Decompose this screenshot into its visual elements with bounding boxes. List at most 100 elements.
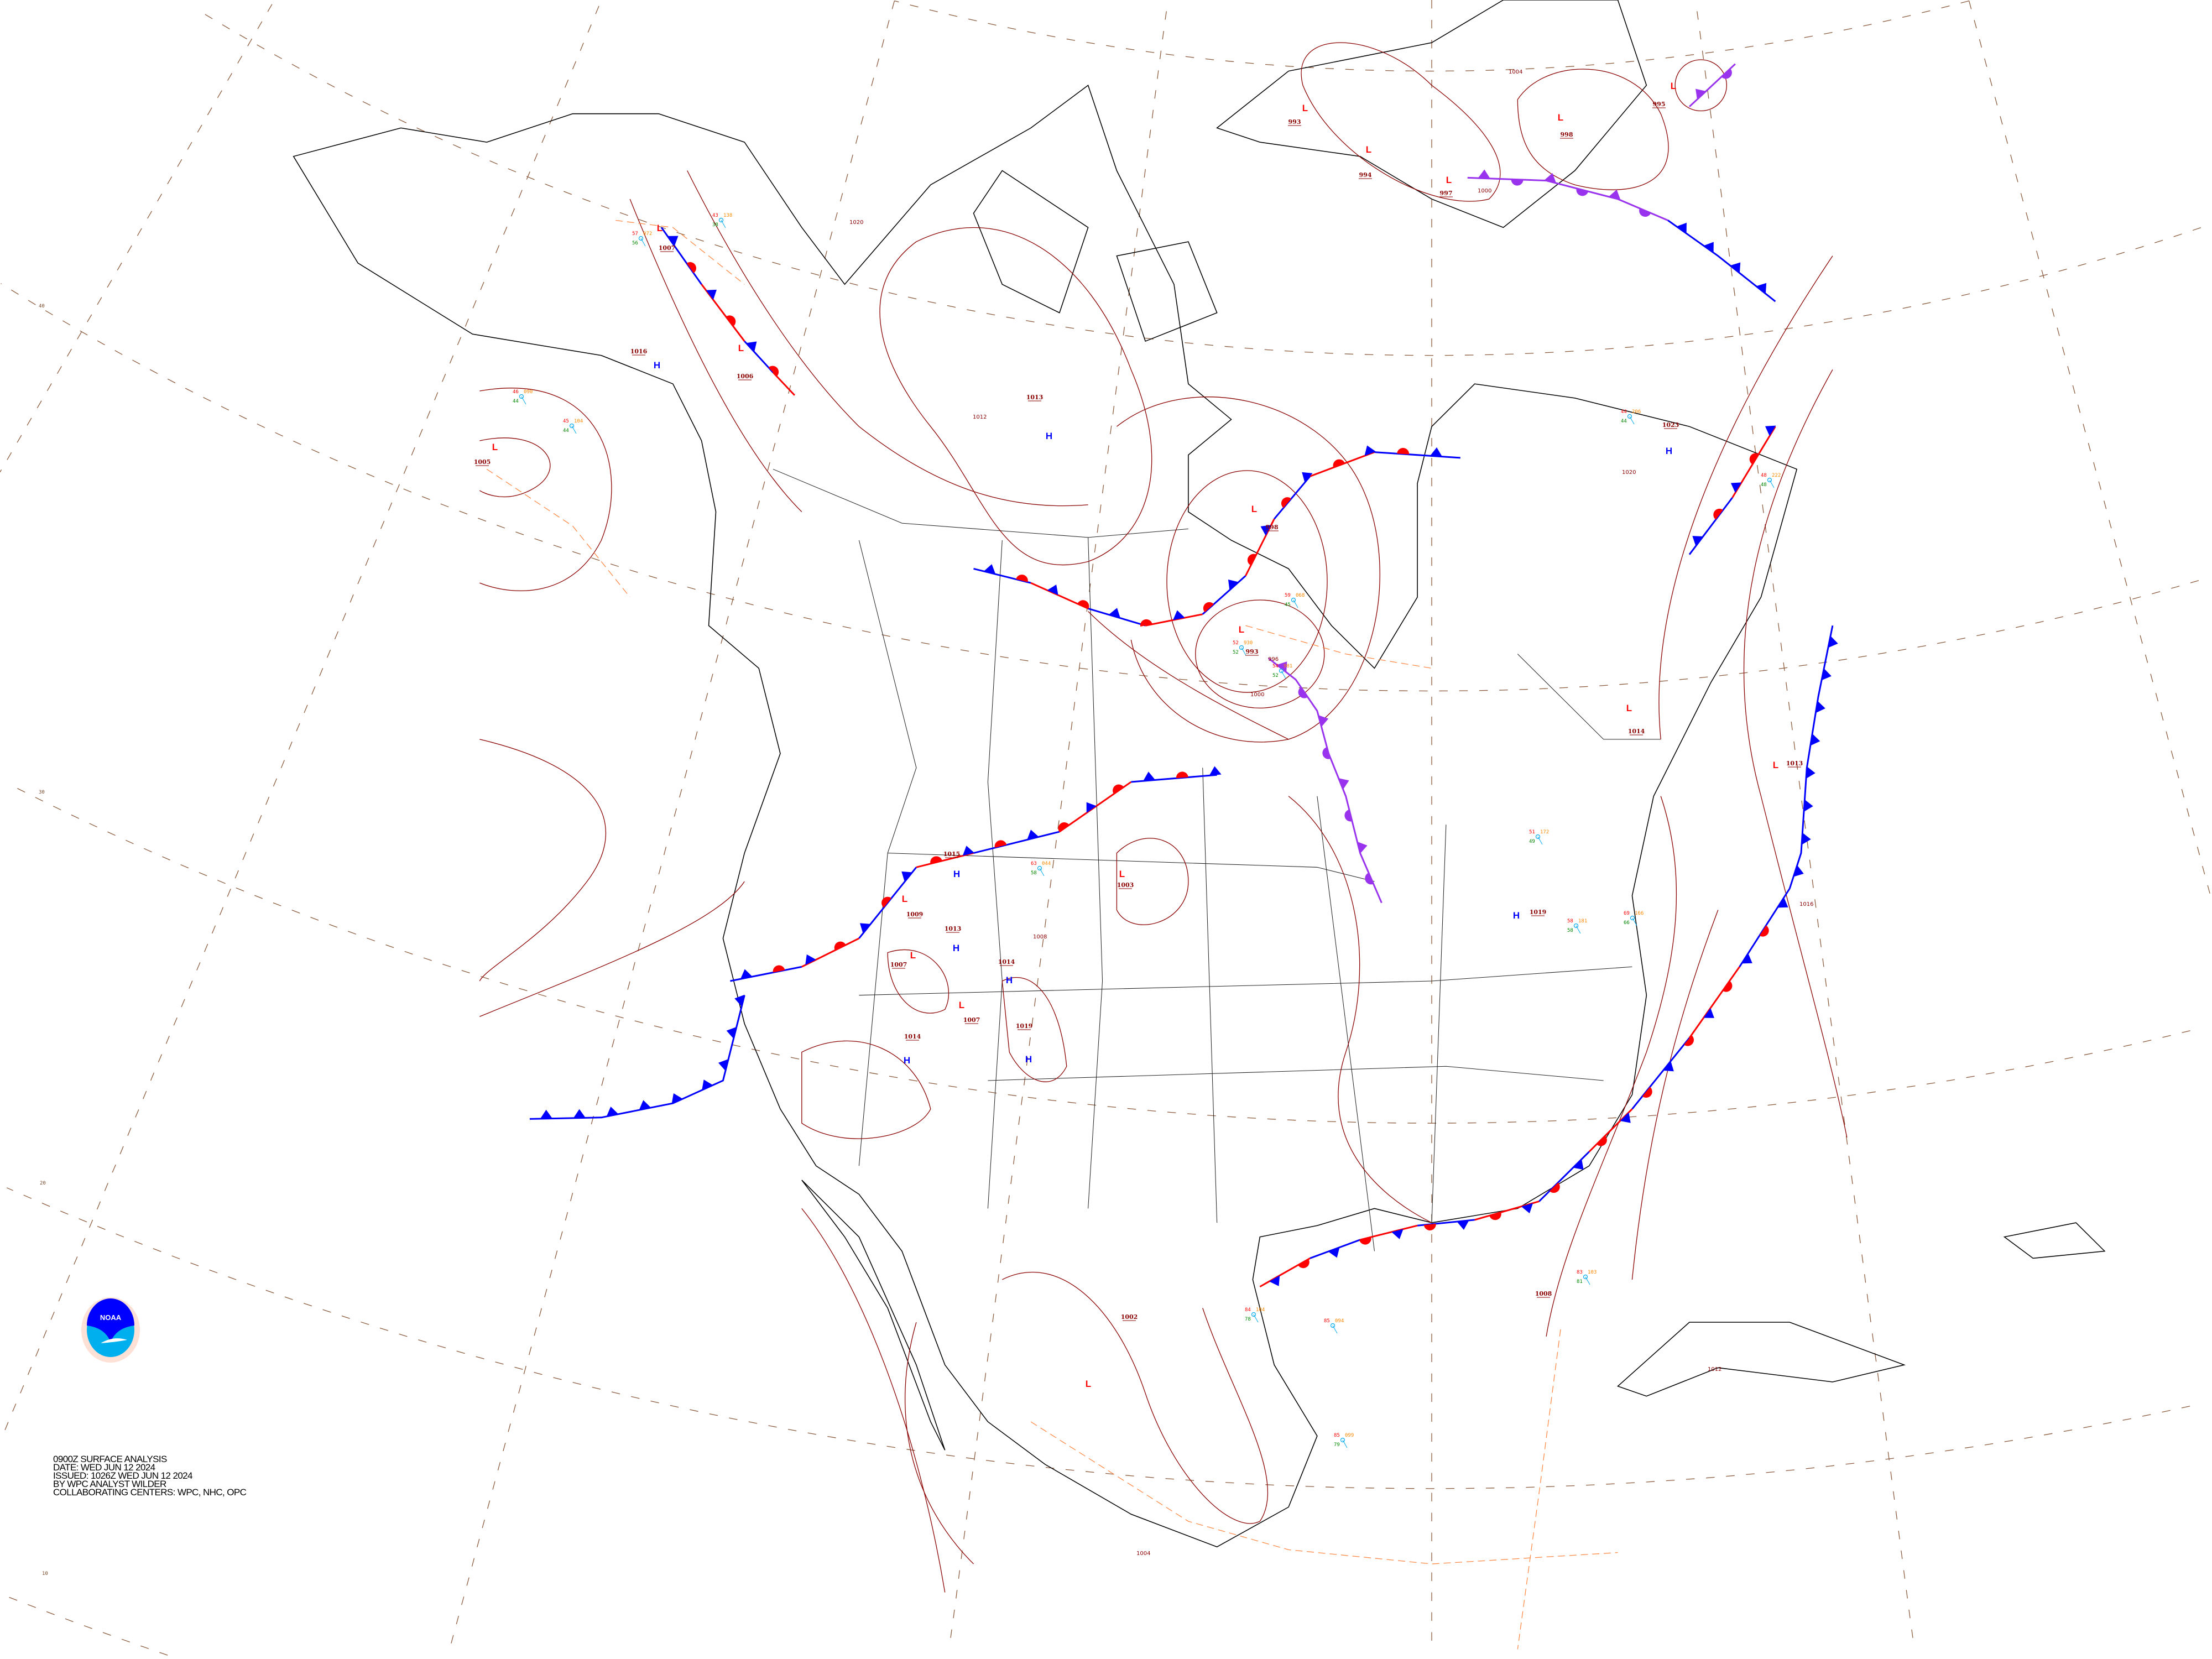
isobar xyxy=(1288,796,1432,1223)
fronts xyxy=(529,63,1838,1288)
front-triangle xyxy=(1391,1229,1404,1239)
front-semicircle xyxy=(1298,1259,1310,1269)
high-pressure-center: H xyxy=(953,943,959,953)
front-triangle xyxy=(702,1079,713,1091)
front-triangle xyxy=(1318,715,1329,727)
central-pressure-label: 1019 xyxy=(1530,909,1547,916)
station-temperature: 54 xyxy=(1272,664,1279,669)
central-pressure-label: 1014 xyxy=(998,958,1015,966)
low-pressure-center: L xyxy=(959,1000,964,1010)
stationary-front-segment xyxy=(1631,1037,1691,1110)
station-plot: 84 104 78 xyxy=(1245,1307,1265,1323)
front-triangle xyxy=(671,1093,683,1104)
front-semicircle xyxy=(1140,619,1152,627)
wind-barb-icon xyxy=(1629,416,1635,425)
central-pressure-label: 1009 xyxy=(906,911,924,918)
latitude-line xyxy=(894,0,1969,72)
issued-time: ISSUED: 1026Z WED JUN 12 2024 xyxy=(53,1470,192,1481)
front-triangle xyxy=(639,1100,651,1110)
stationary-front-segment xyxy=(1417,1219,1475,1227)
central-pressure-label: 995 xyxy=(1653,101,1666,108)
wind-barb-icon xyxy=(1632,917,1637,926)
front-triangle xyxy=(1815,701,1825,713)
isobar-labels: 1020 1012 1020 1016 1012 1004 1008 1000 996 1004 1… xyxy=(849,69,1813,1557)
isobar-label: 1020 xyxy=(849,220,863,226)
front-semicircle xyxy=(930,856,942,864)
analysis-date: DATE: WED JUN 12 2024 xyxy=(53,1462,155,1473)
high-pressure-center: H xyxy=(953,869,960,879)
front-semicircle xyxy=(1333,459,1345,468)
front-triangle xyxy=(667,236,679,246)
front-triangle xyxy=(1521,1203,1533,1214)
isobar xyxy=(1674,59,1727,112)
front-triangle xyxy=(573,1109,586,1118)
front-triangle xyxy=(1209,766,1222,776)
station-temperature: 84 xyxy=(1245,1307,1251,1313)
noaa-logo: NOAA xyxy=(81,1297,140,1363)
low-pressure-center: L xyxy=(1773,760,1778,770)
station-circle-icon xyxy=(638,236,644,241)
central-pressure-label: 1013 xyxy=(1026,394,1044,401)
wind-barb-icon xyxy=(640,238,646,247)
high-pressure-center: H xyxy=(1666,446,1672,456)
coastline xyxy=(293,85,1798,1548)
isobar xyxy=(479,881,745,1017)
front-triangle xyxy=(962,846,975,856)
central-pressure-label: 1013 xyxy=(1786,760,1803,767)
station-pressure: 099 xyxy=(1345,1433,1354,1438)
isobar xyxy=(1743,369,1848,1138)
front-triangle xyxy=(1741,953,1752,964)
station-pressure: 222 xyxy=(1772,473,1781,478)
station-circle-icon xyxy=(1767,477,1772,483)
front-semicircle xyxy=(1423,1223,1436,1230)
central-pressure-label: 1014 xyxy=(904,1033,921,1040)
station-dewpoint: 44 xyxy=(513,399,519,404)
front-semicircle xyxy=(1113,784,1124,794)
station-pressure: 090 xyxy=(524,389,533,395)
political-border xyxy=(988,1066,1604,1081)
political-border xyxy=(1431,825,1447,1223)
central-pressure-label: 1007 xyxy=(963,1016,980,1024)
isobar xyxy=(1517,69,1669,190)
central-pressure-label: 1023 xyxy=(1662,421,1679,429)
front-semicircle xyxy=(1016,575,1028,582)
front-semicircle xyxy=(1077,600,1089,609)
station-temperature: 45 xyxy=(563,419,569,424)
station-pressure: 104 xyxy=(574,419,583,424)
isobar xyxy=(1002,1271,1269,1524)
front-triangle xyxy=(1143,771,1156,781)
station-temperature: 48 xyxy=(1761,473,1767,478)
meridian-line xyxy=(949,11,1167,1647)
isobar xyxy=(479,739,607,982)
front-semicircle xyxy=(1642,1087,1652,1098)
front-triangle xyxy=(734,994,745,1007)
station-dewpoint: 45 xyxy=(1285,602,1291,608)
station-temperature: 52 xyxy=(1233,640,1239,646)
meridian-line xyxy=(1969,1,2210,894)
isobar-label: 1012 xyxy=(1708,1366,1721,1373)
station-temperature: 57 xyxy=(632,231,638,237)
central-pressure-label: 997 xyxy=(1440,190,1453,197)
latitude-line xyxy=(8,783,2190,1124)
trough xyxy=(1030,1421,1618,1564)
isobar xyxy=(801,1040,931,1139)
front-semicircle xyxy=(1713,508,1723,520)
latitude-label-10: 10 xyxy=(42,1571,48,1577)
wind-barb-icon xyxy=(1253,1314,1259,1323)
political-border xyxy=(987,540,1003,1209)
station-temperature: 44 xyxy=(1621,409,1627,415)
station-dewpoint: 79 xyxy=(1334,1442,1340,1448)
front-semicircle xyxy=(1397,448,1410,455)
station-plot: 85 099 79 xyxy=(1334,1433,1354,1448)
isobar xyxy=(1001,977,1067,1082)
latitude-line xyxy=(8,1597,168,1656)
front-semicircle xyxy=(726,315,736,327)
station-circle-icon xyxy=(1627,414,1632,419)
station-dewpoint: 81 xyxy=(1577,1279,1583,1285)
front-triangle xyxy=(1027,830,1039,840)
stationary-front-segment xyxy=(1145,613,1203,627)
station-circle-icon xyxy=(1330,1323,1335,1328)
station-temperature: 59 xyxy=(1285,593,1291,598)
low-pressure-center: L xyxy=(1086,1379,1091,1389)
